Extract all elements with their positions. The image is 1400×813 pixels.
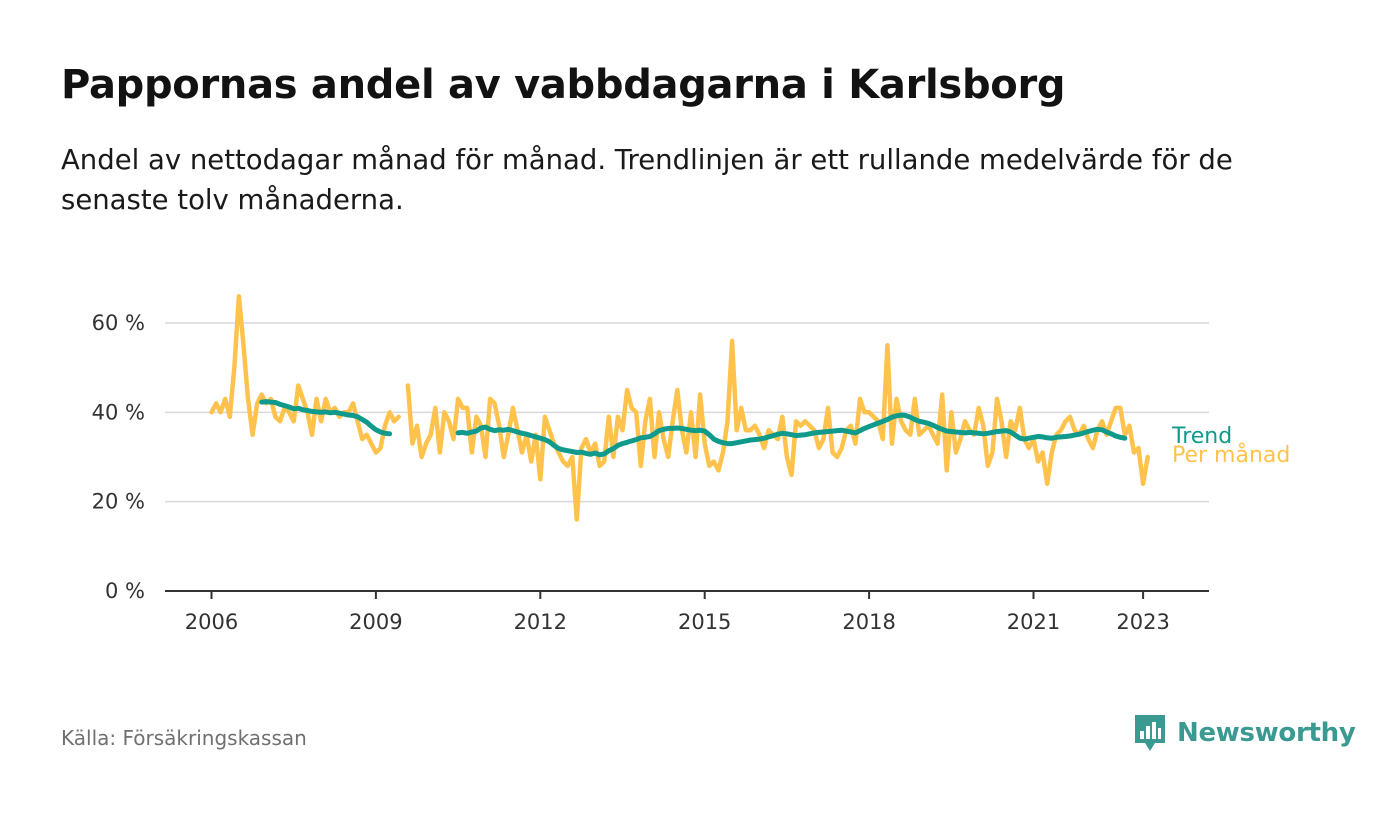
trend-label: Trend (1171, 424, 1232, 449)
x-tick-label: 2021 (1007, 610, 1060, 634)
brand-logo[interactable]: Newsworthy (1133, 713, 1356, 753)
series-per-manad-line (209, 293, 1150, 522)
brand-name: Newsworthy (1177, 718, 1356, 748)
x-tick-label: 2009 (349, 610, 402, 634)
x-tick-label: 2015 (678, 610, 731, 634)
series-trend-line (259, 399, 1128, 458)
y-tick-label: 20 % (92, 490, 145, 514)
x-tick-label: 2012 (514, 610, 567, 634)
x-tick-label: 2023 (1116, 610, 1169, 634)
x-tick-label: 2018 (842, 610, 895, 634)
y-tick-label: 0 % (105, 579, 145, 603)
y-tick-label: 40 % (92, 400, 145, 424)
per-manad-label: Per månad (1172, 442, 1290, 468)
source-note: Källa: Försäkringskassan (61, 726, 307, 750)
x-tick-label: 2006 (185, 610, 238, 634)
chart-subtitle: Andel av nettodagar månad för månad. Tre… (61, 144, 1233, 216)
y-tick-label: 60 % (92, 311, 145, 335)
chart-title: Pappornas andel av vabbdagarna i Karlsbo… (61, 62, 1066, 108)
newsworthy-logo-icon (1135, 715, 1165, 751)
